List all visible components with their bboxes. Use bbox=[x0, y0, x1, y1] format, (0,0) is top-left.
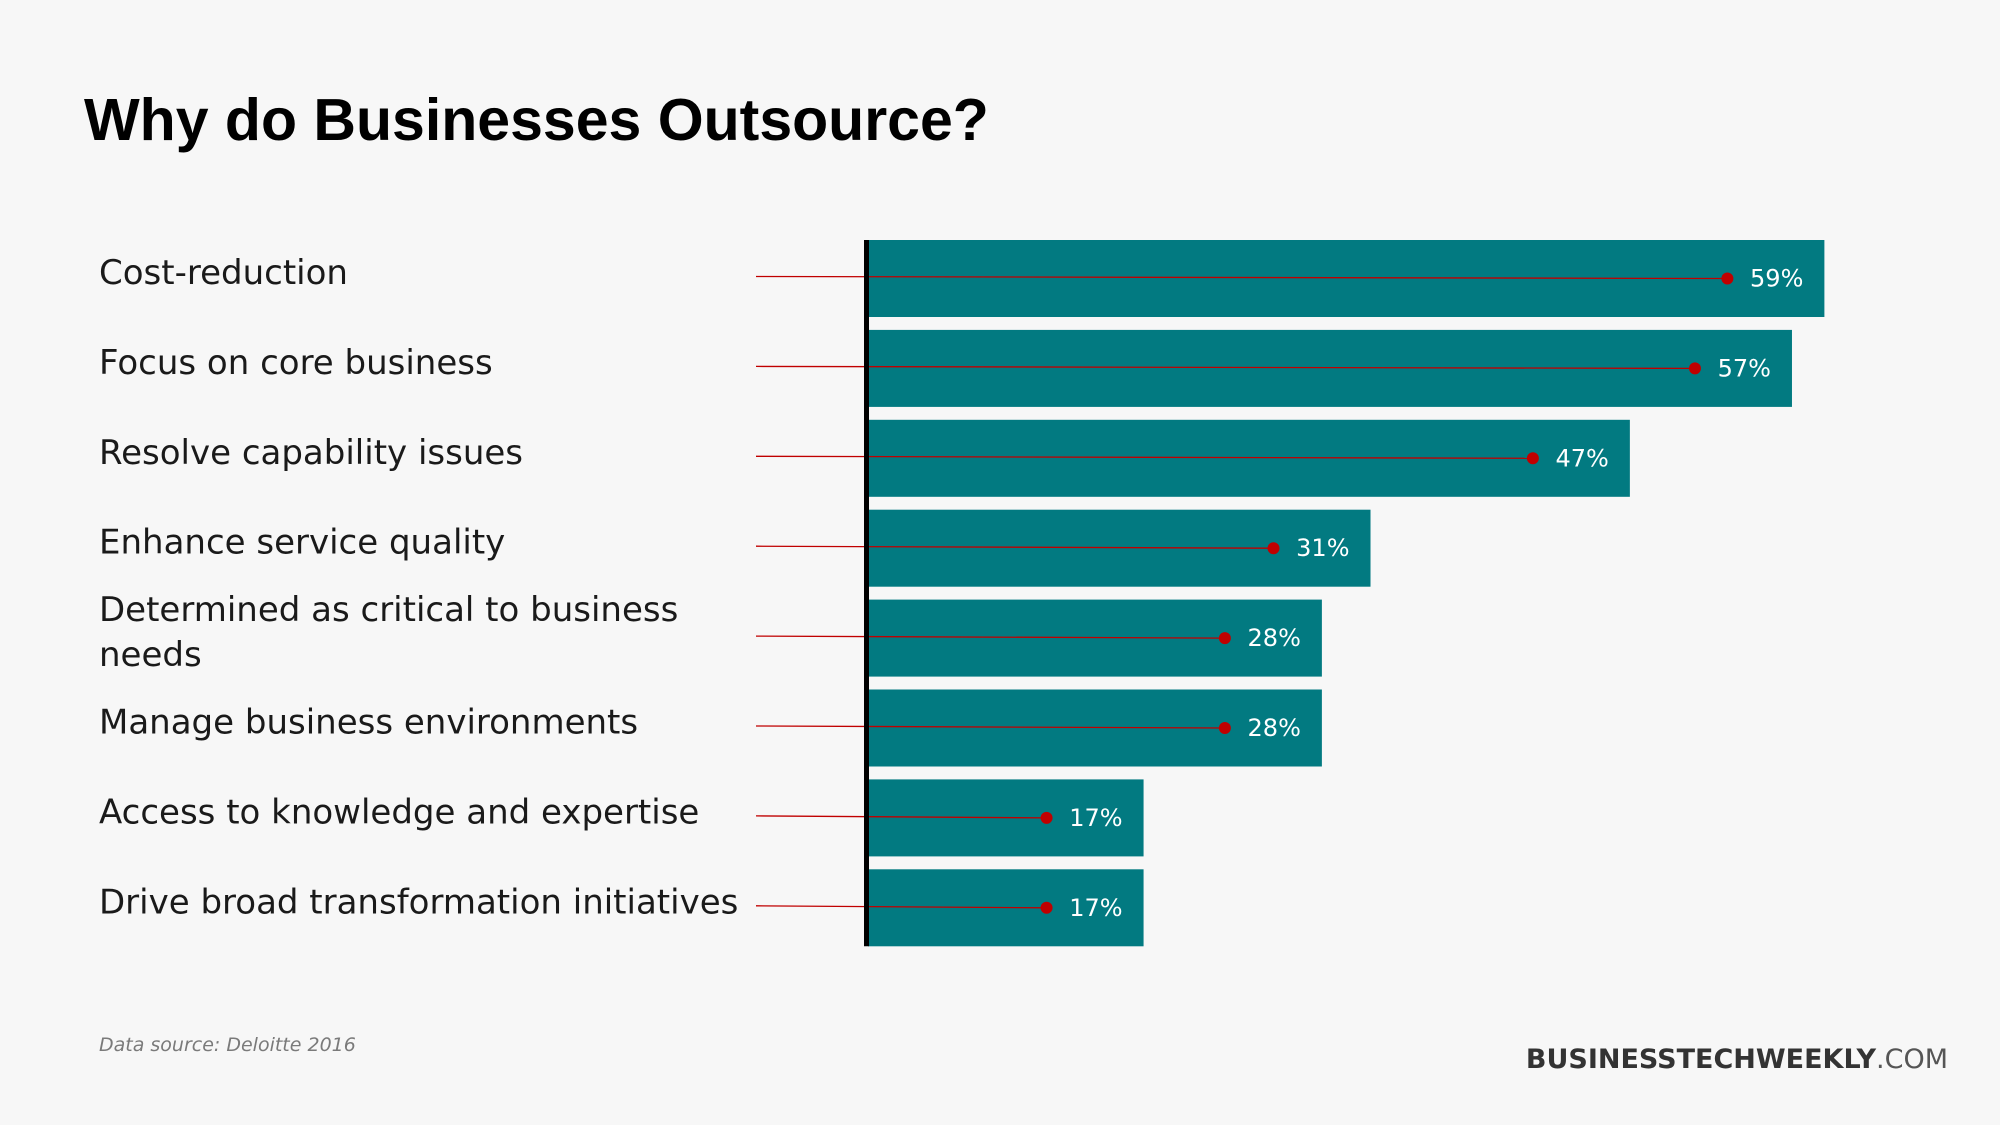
value-label: 17% bbox=[1069, 894, 1122, 922]
leader-line bbox=[755, 365, 1695, 370]
data-source-note: Data source: Deloitte 2016 bbox=[99, 1034, 356, 1056]
value-label: 28% bbox=[1248, 624, 1301, 652]
marker-dot bbox=[1040, 811, 1053, 824]
category-label: Resolve capability issues bbox=[99, 433, 523, 473]
category-label: Access to knowledge and expertise bbox=[99, 792, 699, 832]
bars-layer bbox=[868, 240, 1825, 947]
category-label: Manage business environments bbox=[99, 703, 638, 743]
leader-line bbox=[755, 725, 1225, 729]
brand-domain: .COM bbox=[1876, 1044, 1948, 1075]
leader-line bbox=[755, 815, 1047, 819]
leader-line bbox=[755, 545, 1274, 549]
category-label: Drive broad transformation initiatives bbox=[99, 882, 738, 922]
category-label: needs bbox=[99, 635, 202, 675]
value-label: 57% bbox=[1718, 354, 1771, 382]
marker-dot bbox=[1526, 452, 1539, 465]
brand-name: BUSINESSTECHWEEKLY bbox=[1525, 1044, 1877, 1075]
value-label: 28% bbox=[1248, 714, 1301, 742]
marker-dot bbox=[1267, 542, 1280, 555]
leader-line bbox=[755, 275, 1728, 280]
leader-line bbox=[755, 455, 1533, 459]
marker-dot bbox=[1218, 632, 1231, 645]
leader-lines-layer bbox=[755, 272, 1734, 914]
leader-line bbox=[755, 905, 1047, 909]
marker-dot bbox=[1218, 722, 1231, 734]
category-label: Focus on core business bbox=[99, 343, 493, 383]
marker-dot bbox=[1040, 901, 1053, 914]
category-labels-layer: 59% Cost-reduction 57% Focus on core busine… bbox=[99, 253, 1803, 922]
marker-dot bbox=[1721, 272, 1734, 285]
chart-title: Why do Businesses Outsource? bbox=[84, 87, 989, 153]
value-label: 17% bbox=[1069, 804, 1122, 832]
category-label: Determined as critical to business bbox=[99, 590, 678, 630]
value-label: 31% bbox=[1296, 534, 1349, 562]
value-label: 47% bbox=[1556, 444, 1609, 472]
category-label: Enhance service quality bbox=[99, 523, 505, 563]
leader-line bbox=[755, 635, 1225, 639]
value-label: 59% bbox=[1750, 265, 1803, 293]
category-label: Cost-reduction bbox=[99, 253, 348, 293]
brand-logo: BUSINESSTECHWEEKLY.COM bbox=[1526, 1044, 1948, 1075]
marker-dot bbox=[1688, 362, 1701, 375]
